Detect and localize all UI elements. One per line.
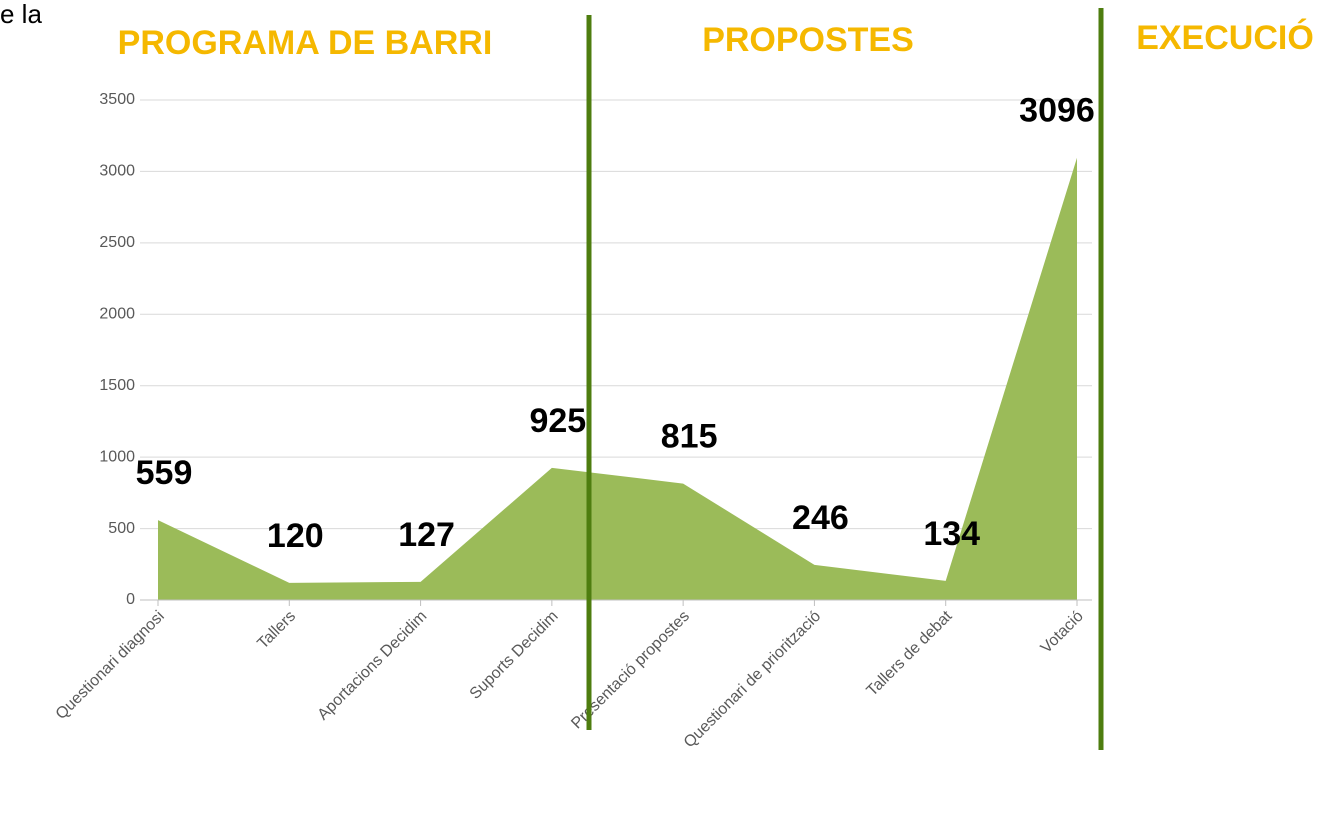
data-label: 127 bbox=[398, 516, 455, 554]
y-tick-label: 1000 bbox=[99, 448, 135, 465]
x-tick-label: Tallers bbox=[254, 608, 299, 653]
area bbox=[158, 157, 1077, 600]
phase-label: PROPOSTES bbox=[702, 21, 914, 59]
data-label: 246 bbox=[792, 499, 849, 537]
data-label: 559 bbox=[136, 454, 193, 492]
data-label: 815 bbox=[661, 418, 718, 456]
y-tick-label: 3500 bbox=[99, 91, 135, 108]
y-tick-label: 500 bbox=[108, 520, 135, 537]
data-label: 134 bbox=[923, 515, 980, 553]
y-tick-label: 2500 bbox=[99, 234, 135, 251]
cropped-text: e la bbox=[0, 0, 42, 29]
data-label: 120 bbox=[267, 517, 324, 555]
phase-label: EXECUCIÓ bbox=[1136, 19, 1314, 57]
x-tick-label: Questionari de priorització bbox=[681, 608, 825, 752]
y-tick-label: 0 bbox=[126, 591, 135, 608]
data-label: 3096 bbox=[1019, 92, 1095, 130]
y-tick-label: 2000 bbox=[99, 306, 135, 323]
phase-label: PROGRAMA DE BARRI bbox=[118, 24, 493, 62]
x-tick-label: Tallers de debat bbox=[864, 607, 956, 699]
x-tick-label: Questionari diagnosi bbox=[53, 608, 168, 723]
x-tick-label: Aportacions Decidim bbox=[315, 608, 431, 724]
data-label: 925 bbox=[529, 402, 586, 440]
x-tick-label: Suports Decidim bbox=[467, 608, 562, 703]
y-tick-label: 1500 bbox=[99, 377, 135, 394]
x-tick-label: Votació bbox=[1038, 608, 1087, 657]
y-tick-label: 3000 bbox=[99, 163, 135, 180]
